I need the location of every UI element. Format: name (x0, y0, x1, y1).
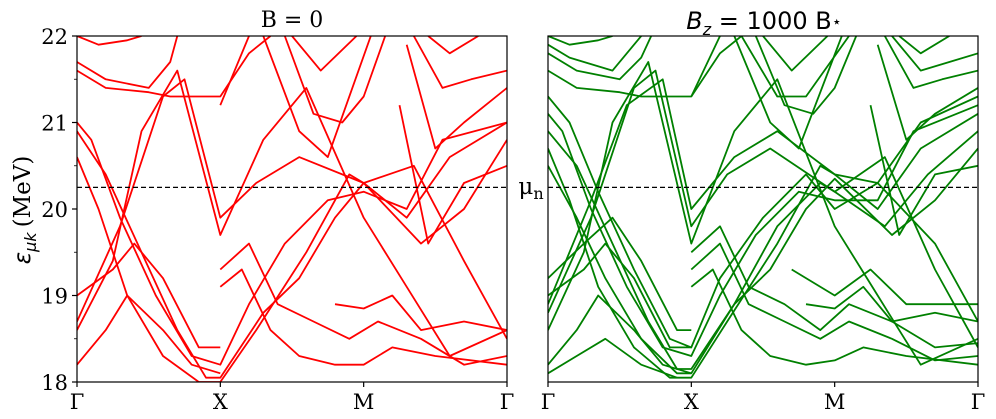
x-tick-label: Γ (500, 390, 515, 414)
panel-title-bz: Bz = 1000 B⋆ (686, 7, 841, 39)
band-line-9 (548, 36, 653, 81)
band-line-8 (548, 36, 743, 98)
band-line-13 (413, 36, 507, 89)
band-line-30 (548, 337, 678, 379)
bands-b0 (77, 36, 507, 382)
y-tick-label: 21 (41, 112, 68, 136)
band-line-5 (77, 36, 272, 98)
band-line-13 (754, 36, 858, 115)
y-tick-label: 19 (41, 285, 68, 309)
y-axis-label: εμk(MeV) (10, 156, 40, 265)
x-tick-label: M (353, 390, 375, 414)
band-line-28 (548, 242, 692, 349)
band-line-16 (334, 294, 507, 331)
band-line-9 (283, 36, 387, 124)
panel-bz-1000: Bz = 1000 B⋆ Γ X M Γ (541, 7, 986, 414)
band-line-15 (398, 105, 507, 245)
x-tick-label: Γ (541, 390, 556, 414)
y-tick-label: 22 (41, 25, 68, 49)
band-line-21 (869, 105, 978, 236)
plot-frame-bz-1000 (547, 35, 979, 383)
band-line-24 (690, 268, 978, 366)
band-line-18 (219, 242, 507, 366)
band-line-23 (791, 268, 978, 306)
band-line-7 (548, 95, 978, 349)
band-line-27 (548, 294, 692, 375)
band-line-0 (77, 69, 507, 357)
y-tick-label: 18 (41, 371, 68, 395)
x-tick-label: M (824, 390, 846, 414)
x-tick-label: X (684, 390, 699, 414)
band-line-1 (77, 78, 507, 340)
band-line-0 (548, 61, 978, 366)
band-line-14 (733, 36, 843, 150)
band-line-16 (690, 36, 721, 97)
panel-title-b0: B = 0 (261, 8, 324, 33)
band-line-17 (898, 36, 950, 55)
band-line-10 (548, 36, 642, 72)
x-tick-label: Γ (70, 390, 85, 414)
band-line-11 (219, 36, 250, 106)
band-line-12 (762, 36, 829, 72)
band-line-6 (548, 104, 978, 357)
x-tick-label: Γ (971, 390, 986, 414)
band-line-5 (548, 130, 978, 370)
panel-b0: B = 0 18 19 20 21 22 Γ X M Γ εμk(MeV) μn (10, 8, 544, 414)
band-line-3 (548, 113, 978, 379)
band-line-19 (77, 294, 221, 375)
y-tick-label: 20 (41, 198, 68, 222)
band-line-7 (77, 36, 142, 46)
x-tick-label: X (213, 390, 228, 414)
band-line-17 (219, 268, 507, 366)
band-line-2 (548, 78, 978, 322)
band-line-19 (884, 36, 978, 89)
band-line-15 (740, 36, 850, 98)
band-line-22 (805, 285, 978, 323)
band-line-6 (77, 36, 179, 89)
band-line-11 (548, 36, 613, 46)
band-line-14 (405, 44, 507, 150)
band-line-26 (690, 225, 978, 349)
band-line-12 (427, 36, 479, 55)
bands-bz-1000 (548, 36, 978, 379)
band-line-4 (77, 121, 507, 366)
band-line-20 (77, 242, 221, 349)
band-line-8 (291, 36, 358, 72)
band-line-20 (876, 44, 978, 141)
band-line-18 (891, 36, 978, 72)
band-line-29 (548, 216, 692, 331)
y-axis: 18 19 20 21 22 (41, 25, 77, 395)
band-line-10 (262, 36, 372, 158)
band-line-25 (690, 242, 978, 362)
band-line-1 (548, 69, 978, 348)
mu-n-label: μn (518, 174, 543, 203)
